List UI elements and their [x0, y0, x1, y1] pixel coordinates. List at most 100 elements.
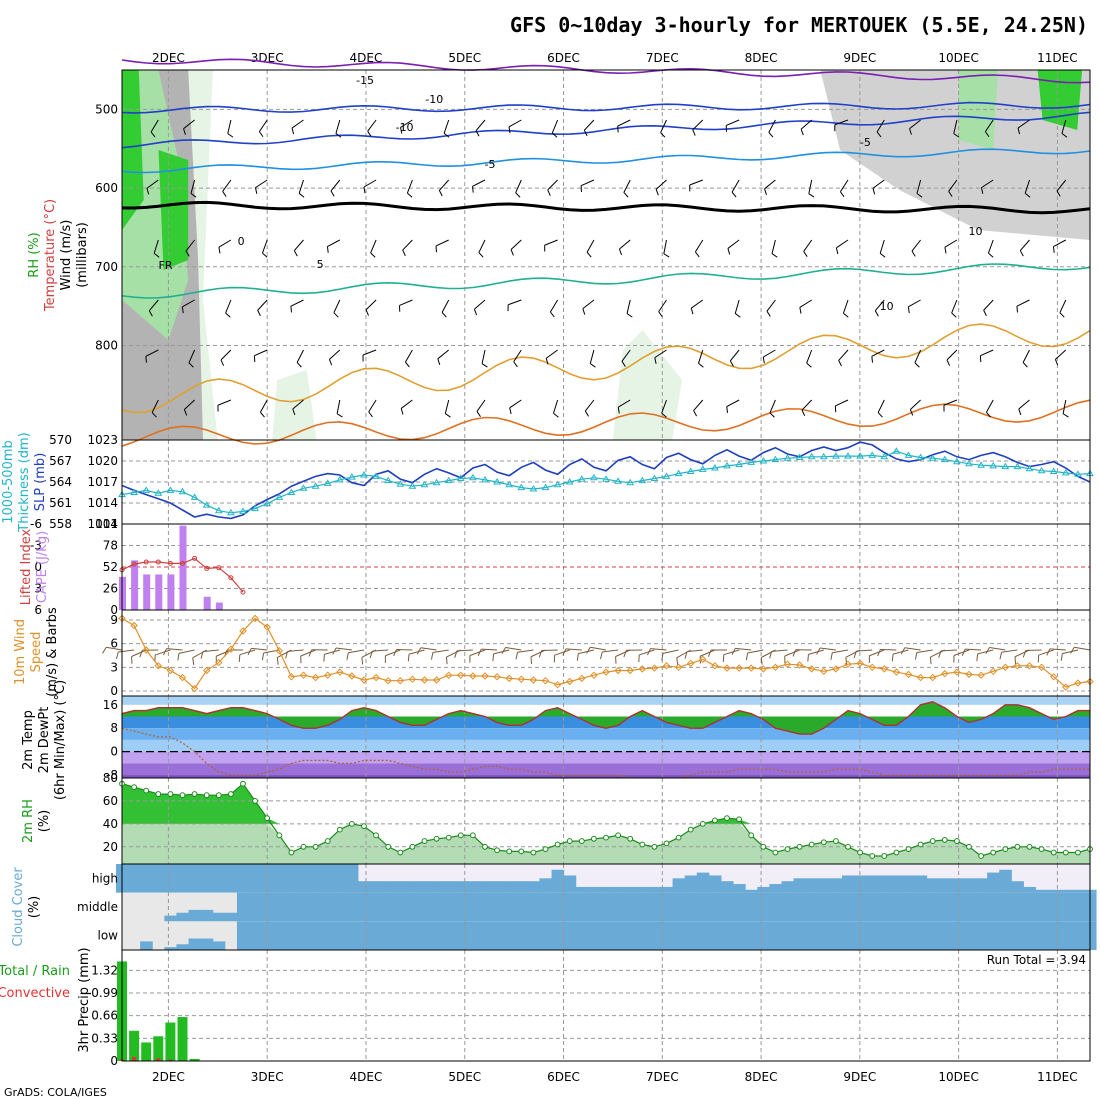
wind-barb-shaft [251, 647, 268, 651]
cloud-level-label: high [92, 871, 118, 885]
wind-barb-shaft [367, 119, 377, 132]
wind-barb-shaft [836, 239, 849, 249]
cloud-bar [188, 938, 202, 950]
rh-point [954, 838, 960, 844]
wind-10m-panel: 0 3 6 9 10m Wind Speed (m/s) & Barbs [13, 607, 1094, 698]
wind-barb-shaft [589, 349, 595, 364]
cloud-bar [648, 886, 661, 893]
cloud-bar [454, 892, 468, 922]
wind-barb-flag [589, 363, 596, 368]
thickness-point [638, 476, 647, 484]
rh-point [276, 832, 283, 839]
cloud-bar [769, 892, 782, 922]
precip-total-bar [165, 1022, 176, 1061]
cape-bar [143, 574, 151, 610]
cloud-bar [672, 921, 686, 950]
wind-barb-flag [538, 650, 543, 658]
cloud-bar [345, 892, 359, 922]
wind-barb-flag [621, 361, 626, 367]
cloud-bar [805, 921, 819, 950]
y-axis-label: (millibars) [75, 222, 90, 288]
cloud-bar [382, 921, 395, 950]
rh-tick-label: 80 [103, 771, 118, 785]
y-tick-label: 500 [95, 102, 118, 116]
wind-barb-flag [247, 648, 252, 655]
wind-speed-point [323, 671, 332, 679]
wind-barb-shaft [513, 349, 522, 363]
cloud-bar [200, 938, 214, 950]
thickness-point [662, 472, 671, 479]
precip-tick-label: 0 [110, 1054, 118, 1068]
wind-barb-shaft [584, 399, 595, 412]
cloud-bar [636, 892, 649, 922]
cloud-bar [975, 892, 988, 922]
rh-point [1014, 843, 1021, 850]
wind-barb-shaft [872, 179, 885, 189]
thickness-point [553, 480, 562, 488]
wind-barb-shaft [549, 299, 559, 313]
wind-barb-flag [393, 649, 397, 657]
wind-speed-point [565, 677, 574, 686]
cloud-bar [1047, 921, 1061, 950]
rh-point [929, 838, 936, 844]
cloud-bar [212, 864, 226, 893]
wind-speed-point [130, 621, 138, 630]
isotherm-line [121, 58, 1091, 84]
wind-barb-shaft [1074, 646, 1091, 651]
wind-barb-flag [513, 361, 518, 368]
wind-barb-shaft [329, 349, 341, 360]
bottom-date-label: 9DEC [843, 1070, 876, 1084]
thickness-point [614, 477, 622, 484]
rh-point [990, 849, 997, 856]
cloud-bar [236, 921, 250, 950]
wind-barb-flag [333, 312, 339, 318]
wind-barb-flag [871, 356, 874, 363]
cape-bar [155, 574, 163, 610]
rh-tick-label: 40 [103, 817, 118, 831]
wind-barb-flag [472, 186, 474, 193]
cloud-bar [745, 921, 758, 950]
wind-barb-shaft [478, 239, 486, 253]
credit-label: GrADS: COLA/IGES [4, 1086, 107, 1099]
top-date-label: 11DEC [1037, 51, 1077, 65]
wind-barb-flag [335, 133, 342, 138]
cloud-bar [720, 921, 734, 950]
y-axis-label: (6hr Min/Max) (°C) [53, 680, 68, 800]
wind-speed-line [121, 617, 1091, 690]
wind-barb-flag [177, 653, 180, 661]
wind-speed-point [844, 660, 852, 668]
cloud-cover-panel: high middle low Cloud Cover (%) [11, 863, 1097, 951]
cloud-bar [599, 921, 613, 950]
thickness-point [432, 478, 441, 486]
wind-barb-flag [308, 649, 313, 657]
thickness-tick-label: 558 [49, 517, 72, 531]
cloud-bar [890, 921, 903, 950]
wind-barb-shaft [443, 119, 450, 134]
wind-barb-flag [658, 311, 663, 318]
cloud-bar [757, 892, 770, 922]
wind-barb-flag [745, 652, 749, 661]
rh-point [457, 832, 464, 839]
y-axis-label: 1000-500mb [1, 440, 16, 524]
cloud-bar [587, 921, 601, 950]
wind-barb-shaft [517, 649, 534, 653]
thickness-point [856, 452, 864, 459]
thickness-point [384, 476, 393, 484]
wind-barb-shaft [400, 119, 413, 128]
wind-barb-flag [576, 653, 579, 661]
rh-tick-label: 20 [103, 840, 118, 854]
wind-barb-flag [726, 406, 729, 413]
wind-barb-flag [661, 412, 667, 418]
rh-region-pale [272, 370, 317, 440]
thickness-point [348, 473, 356, 480]
cloud-bar [1011, 881, 1024, 893]
cloud-bar [914, 921, 928, 950]
isotherm-line [121, 101, 1091, 114]
cloud-bar [370, 921, 383, 950]
bottom-date-label: 5DEC [448, 1070, 481, 1084]
wind-barb-shaft [348, 649, 365, 654]
wind-barb-shaft [734, 299, 740, 314]
rh-point [179, 792, 186, 799]
cloud-bar [394, 921, 407, 950]
